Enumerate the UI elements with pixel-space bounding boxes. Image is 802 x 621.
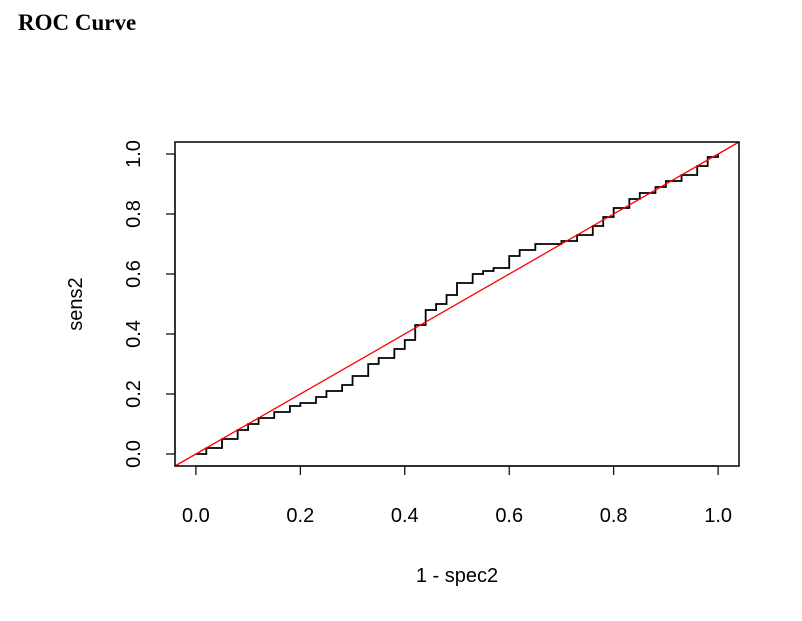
x-tick-label: 1.0 <box>704 505 732 527</box>
x-tick-label: 0.6 <box>495 505 523 527</box>
x-tick-label: 0.0 <box>182 505 210 527</box>
diagonal-reference-line <box>174 141 740 467</box>
y-axis-label: sens2 <box>65 277 87 330</box>
y-tick-label: 0.6 <box>123 260 145 288</box>
x-tick-label: 0.4 <box>391 505 419 527</box>
y-tick-label: 1.0 <box>123 140 145 168</box>
x-tick-label: 0.8 <box>600 505 628 527</box>
x-axis-label: 1 - spec2 <box>416 565 498 587</box>
ticks-layer: 0.0 0.2 0.4 0.6 0.8 1.0 0.0 0.2 0.4 0.6 0.8 1.0 <box>123 140 732 527</box>
y-tick-label: 0.0 <box>123 440 145 468</box>
page-title: ROC Curve <box>18 10 137 35</box>
y-tick-label: 0.2 <box>123 380 145 408</box>
series-layer <box>174 141 740 467</box>
y-tick-label: 0.8 <box>123 200 145 228</box>
y-tick-label: 0.4 <box>123 320 145 348</box>
roc-curve-line <box>195 154 720 455</box>
x-tick-label: 0.2 <box>286 505 314 527</box>
